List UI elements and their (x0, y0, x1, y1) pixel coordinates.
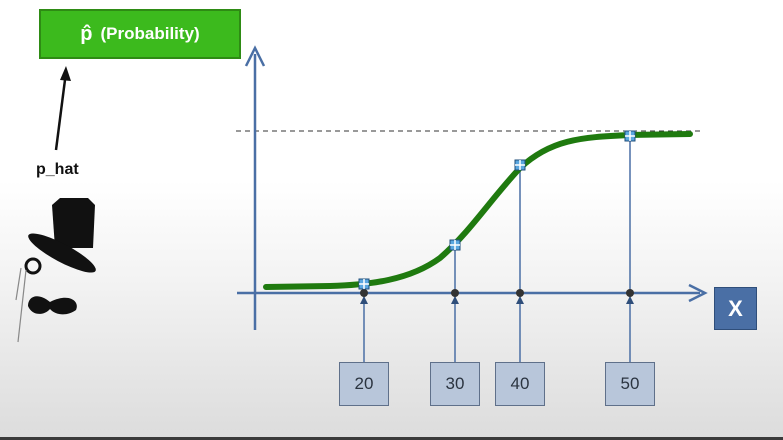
plus-marker-icon (358, 278, 370, 290)
probability-label: (Probability) (100, 24, 200, 43)
x-tick-label: 40 (510, 374, 530, 393)
tick-dot (360, 289, 368, 297)
x-axis-label: X (728, 295, 743, 321)
x-tick-box-40: 40 (495, 362, 545, 406)
plus-marker-icon (624, 130, 636, 142)
x-tick-label: 30 (445, 374, 465, 393)
x-tick-box-30: 30 (430, 362, 480, 406)
p-hat-label: p_hat (36, 161, 79, 178)
plus-marker-icon (449, 239, 461, 251)
mustache-icon (28, 296, 77, 315)
probability-box: p̂ (Probability) (39, 9, 241, 59)
plus-marker-icon (514, 159, 526, 171)
sigmoid-curve (263, 131, 693, 290)
tick-dot (451, 289, 459, 297)
x-tick-label: 50 (620, 374, 640, 393)
x-tick-box-20: 20 (339, 362, 389, 406)
tick-dot (626, 289, 634, 297)
x-axis-arrowhead (688, 283, 708, 303)
x-tick-label: 20 (354, 374, 374, 393)
y-axis-arrowhead (244, 45, 266, 67)
pointer-arrow (54, 71, 68, 151)
x-axis-label-box: X (714, 287, 757, 330)
tick-dot (516, 289, 524, 297)
pointer-arrow-head (60, 66, 71, 81)
top-hat-icon (28, 198, 96, 273)
p-hat-symbol: p̂ (80, 22, 93, 45)
bottom-border (0, 437, 783, 440)
x-tick-box-50: 50 (605, 362, 655, 406)
monocle-icon (15, 257, 42, 343)
